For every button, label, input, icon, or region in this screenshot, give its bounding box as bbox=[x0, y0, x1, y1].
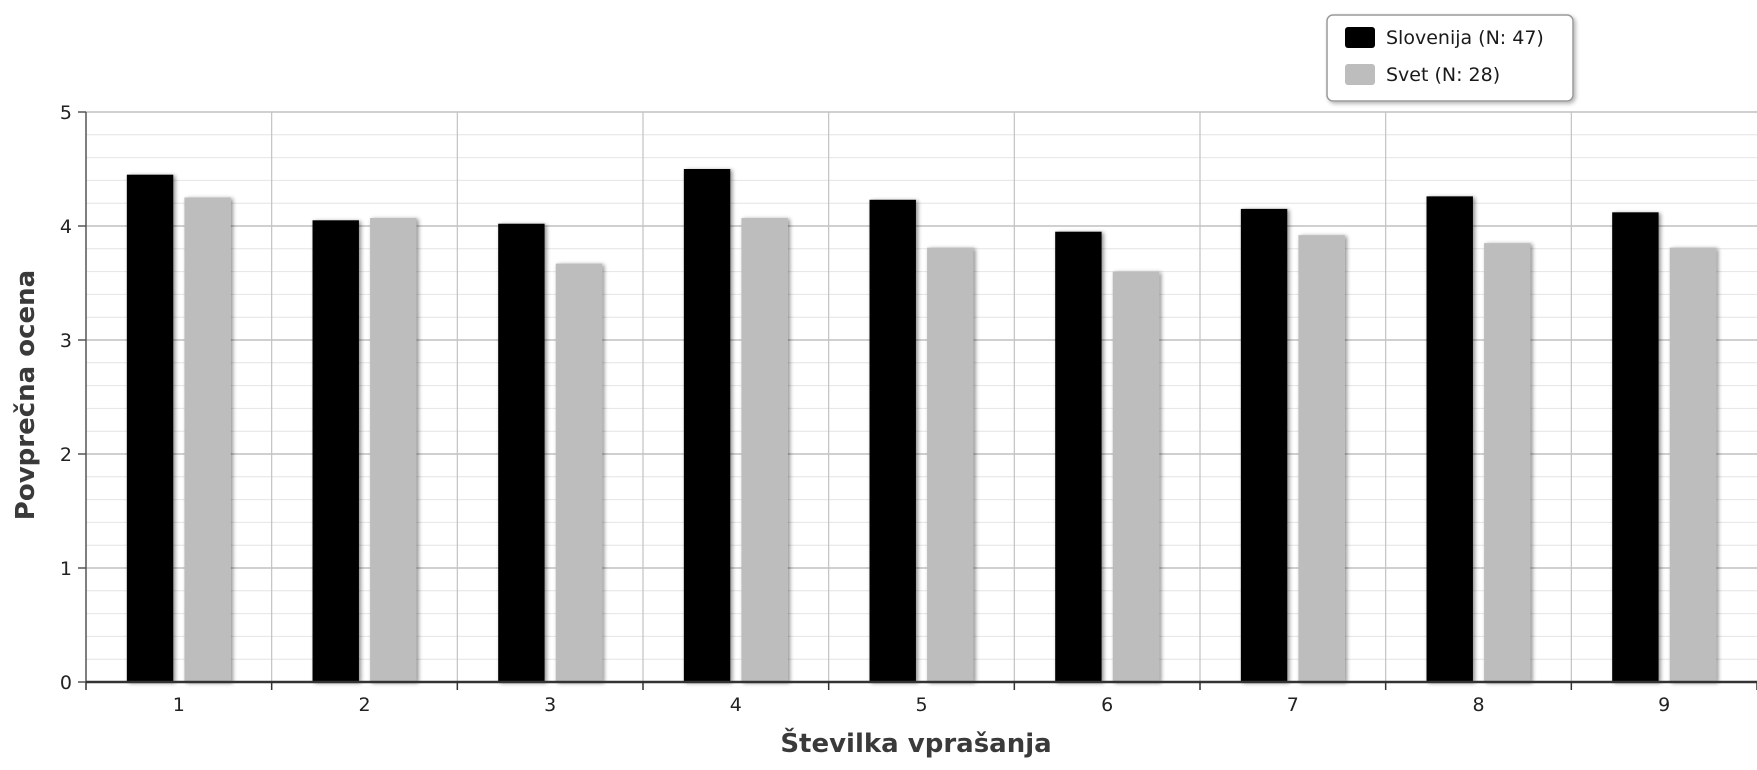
bar-slovenija-q9 bbox=[1612, 212, 1659, 682]
bar-svet-q2 bbox=[370, 218, 417, 682]
bar-svet-q6 bbox=[1112, 271, 1160, 682]
bar-svet-q1 bbox=[184, 197, 231, 682]
y-tick-label: 1 bbox=[60, 558, 72, 580]
x-tick-label: 3 bbox=[544, 694, 556, 716]
x-axis-title: Številka vprašanja bbox=[780, 727, 1051, 759]
x-tick-label: 2 bbox=[358, 694, 370, 716]
bar-slovenija-q5 bbox=[869, 199, 916, 682]
legend: Slovenija (N: 47) Svet (N: 28) bbox=[1326, 14, 1574, 102]
bar-slovenija-q7 bbox=[1240, 208, 1288, 682]
bar-svet-q4 bbox=[741, 218, 788, 682]
y-tick-label: 5 bbox=[60, 102, 72, 124]
bar-slovenija-q1 bbox=[126, 174, 174, 682]
x-tick-label: 4 bbox=[730, 694, 742, 716]
legend-label-slovenija: Slovenija (N: 47) bbox=[1386, 27, 1544, 49]
x-tick-label: 7 bbox=[1287, 694, 1299, 716]
bar-svet-q7 bbox=[1298, 235, 1345, 682]
plot-area bbox=[86, 112, 1757, 682]
bar-slovenija-q2 bbox=[312, 220, 359, 683]
bar-svet-q8 bbox=[1484, 243, 1531, 682]
bars bbox=[126, 169, 1717, 683]
bar-svet-q9 bbox=[1669, 247, 1717, 682]
bar-svet-q3 bbox=[555, 263, 603, 682]
y-axis-title: Povprečna ocena bbox=[11, 270, 41, 520]
bar-slovenija-q8 bbox=[1426, 196, 1473, 683]
x-tick-label: 5 bbox=[915, 694, 927, 716]
bar-slovenija-q6 bbox=[1055, 231, 1102, 682]
bar-svet-q5 bbox=[927, 247, 974, 682]
x-tick-label: 6 bbox=[1101, 694, 1113, 716]
x-tick-label: 9 bbox=[1658, 694, 1670, 716]
y-tick-label: 2 bbox=[60, 444, 72, 466]
x-tick-label: 1 bbox=[173, 694, 185, 716]
axes: 0 1 2 3 4 5 1 2 3 4 5 6 7 8 9 bbox=[60, 102, 1757, 716]
y-tick-label: 3 bbox=[60, 330, 72, 352]
legend-label-svet: Svet (N: 28) bbox=[1386, 64, 1500, 86]
bar-slovenija-q3 bbox=[498, 223, 545, 682]
y-tick-label: 0 bbox=[60, 672, 72, 694]
legend-swatch-slovenija bbox=[1345, 27, 1375, 48]
legend-box bbox=[1326, 14, 1574, 102]
legend-swatch-svet bbox=[1345, 64, 1375, 85]
y-tick-label: 4 bbox=[60, 216, 72, 238]
bar-slovenija-q4 bbox=[683, 169, 731, 682]
x-tick-label: 8 bbox=[1472, 694, 1484, 716]
grid bbox=[86, 111, 1757, 682]
